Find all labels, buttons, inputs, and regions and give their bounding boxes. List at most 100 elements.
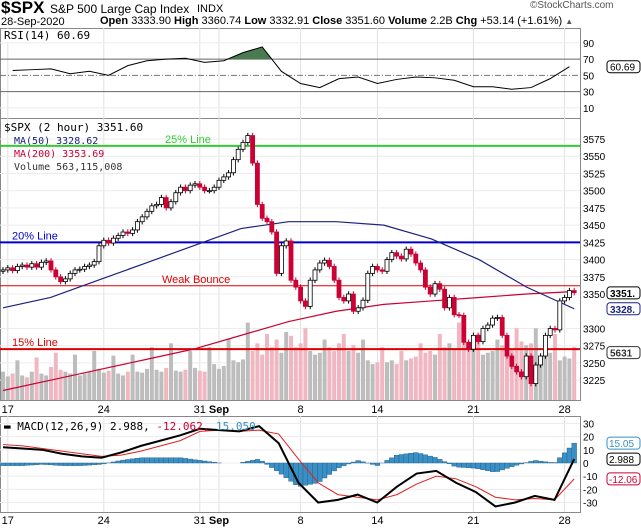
macd-y-tick: 20 [583, 433, 595, 444]
candle-body [278, 245, 284, 274]
volume-bar [433, 354, 437, 400]
macd-histogram-bar [504, 462, 510, 469]
macd-histogram-bar [518, 462, 525, 465]
candle-body [158, 197, 164, 205]
volume-bar [485, 352, 490, 400]
ma50-legend: MA(50) 3328.62 [14, 136, 99, 147]
macd-y-tick: -30 [583, 499, 598, 510]
macd-histogram-bar [163, 457, 169, 464]
macd-histogram-bar [29, 462, 35, 466]
candle-body [480, 328, 486, 342]
volume-bar [332, 350, 337, 400]
candle-body [0, 269, 6, 272]
volume-bar [260, 354, 265, 400]
macd-line [2, 425, 576, 508]
macd-histogram-bar [177, 457, 184, 464]
macd-histogram-bar [408, 453, 414, 464]
x-tick-label: Sep [209, 515, 229, 527]
candle-body [58, 276, 63, 283]
macd-histogram-bar [427, 455, 433, 464]
volume-bar [164, 367, 169, 400]
volume-bar [202, 371, 207, 400]
volume-bar [452, 349, 457, 400]
macd-histogram-bar [206, 461, 213, 464]
candle-body [370, 266, 376, 274]
macd-histogram-bar [336, 462, 342, 469]
rsi-y-tick: 90 [583, 39, 595, 50]
macd-histogram-bar [77, 462, 83, 466]
volume-bar [44, 375, 49, 400]
macd-histogram-bar [58, 462, 64, 466]
candle-body [149, 205, 155, 212]
macd-histogram-bar [115, 460, 121, 464]
macd-histogram-bar [249, 460, 256, 464]
candle-body [245, 135, 251, 143]
candle-body [494, 317, 500, 319]
candle-body [379, 269, 385, 272]
macd-histogram-bar [322, 462, 328, 479]
candle-body [341, 297, 347, 302]
macd-histogram-bar [201, 460, 208, 464]
macd-histogram-bar [350, 461, 357, 464]
candle-body [139, 216, 145, 223]
macd-histogram-bar [432, 457, 438, 464]
macd-histogram-bar [43, 462, 49, 465]
macd-histogram-bar [394, 455, 400, 464]
volume-bar [154, 369, 159, 400]
macd-y-tick: -10 [583, 472, 598, 483]
security-name: S&P 500 Large Cap Index [50, 2, 190, 16]
macd-histogram-bar [442, 461, 448, 464]
candle-body [418, 262, 424, 271]
candle-body [451, 297, 457, 316]
candle-body [288, 240, 294, 281]
macd-histogram-bar [403, 453, 409, 464]
high-value: 3360.74 [201, 15, 242, 27]
candle-body [293, 279, 299, 288]
rsi-last-badge [606, 60, 641, 74]
candle-body [571, 290, 577, 294]
x-tick-label: 8 [298, 404, 304, 416]
annotation-label: 25% Line [165, 134, 211, 146]
macd-histogram-bar [264, 462, 270, 465]
volume-bar [572, 346, 577, 400]
candle-body [264, 217, 270, 223]
candle-body [307, 279, 313, 307]
candle-body [461, 314, 467, 343]
macd-histogram-bar [302, 462, 309, 486]
candle-body [173, 192, 179, 203]
quote-summary: Open 3333.90 High 3360.74 Low 3332.91 Cl… [100, 15, 573, 27]
annotation-label: 20% Line [12, 230, 58, 242]
volume-bar [413, 356, 418, 400]
candle-body [5, 267, 11, 271]
candle-body [240, 142, 246, 150]
macd-histogram-bar [120, 459, 126, 464]
macd-histogram-bar [557, 457, 563, 464]
volume-bar [389, 360, 394, 400]
volume-bar [73, 354, 77, 400]
volume-bar [293, 347, 298, 400]
macd-histogram-bar [384, 460, 390, 464]
candle-body [221, 176, 227, 181]
candle-body [202, 186, 208, 192]
volume-bar [538, 356, 543, 400]
macd-legend: ▬ MACD(12,26,9) 2.988, -12.062, 15.050 [4, 420, 256, 433]
price-y-tick: 3425 [583, 238, 606, 249]
macd-histogram-bar [360, 461, 366, 464]
volume-bar [82, 373, 87, 400]
macd-histogram-bar [34, 462, 40, 465]
volume-bar [380, 347, 385, 400]
macd-histogram-bar [182, 458, 189, 464]
macd-histogram-bar [110, 461, 117, 464]
macd-value: 2.988, [109, 420, 150, 433]
volume-bar [29, 371, 34, 400]
volume-bar [399, 350, 404, 400]
volume-bar [341, 333, 346, 400]
macd-histogram-bar [144, 457, 150, 464]
macd-histogram-bar [422, 454, 429, 464]
volume-badge-label: 5631 [610, 349, 633, 360]
macd-histogram-bar [341, 462, 347, 467]
volume-bar [226, 338, 231, 400]
volume-bar [130, 354, 135, 400]
macd-histogram-bar [389, 457, 395, 464]
macd-histogram-bar [67, 462, 73, 466]
